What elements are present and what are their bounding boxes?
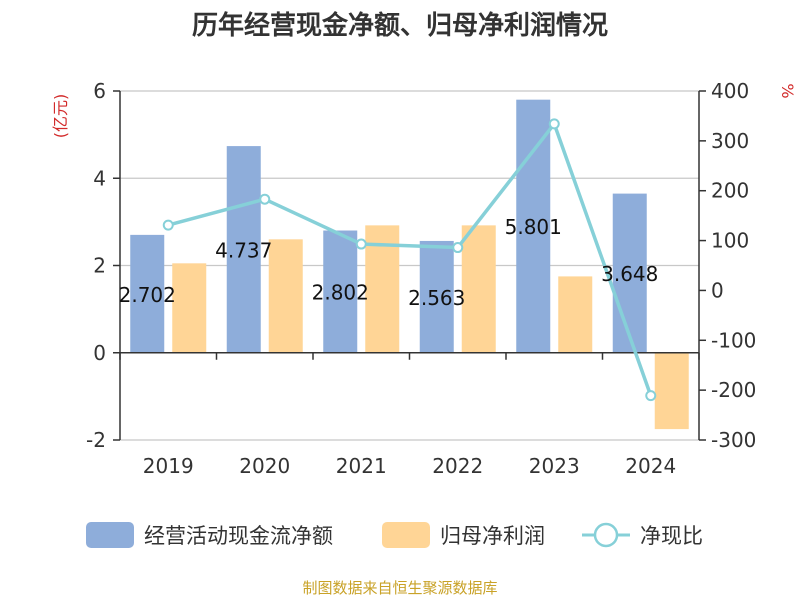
right-tick-label: -100 xyxy=(711,328,756,352)
x-tick-label: 2019 xyxy=(143,454,194,478)
grid xyxy=(120,90,699,441)
legend-swatch-ratio-marker xyxy=(593,522,619,548)
ratio-line-path xyxy=(167,122,653,397)
source-note: 制图数据来自恒生聚源数据库 xyxy=(302,579,497,597)
axes: 6 4 2 0 -2 400 300 200 100 0 -100 -200 -300 2019 2020 2… xyxy=(86,79,756,478)
x-tick-label: 2022 xyxy=(432,454,483,478)
data-label: 2.563 xyxy=(408,286,465,310)
ratio-point xyxy=(452,242,464,254)
data-label: 4.737 xyxy=(215,238,272,262)
netprofit-bar xyxy=(461,225,496,353)
left-axis-unit: (亿元) xyxy=(51,94,70,139)
legend-swatch-netprofit xyxy=(382,522,430,548)
cashflow-bar xyxy=(226,146,261,353)
netprofit-bar xyxy=(172,263,207,353)
x-tick-label: 2024 xyxy=(625,454,676,478)
ratio-point xyxy=(645,390,657,402)
legend: 经营活动现金流净额 归母净利润 净现比 xyxy=(86,522,703,548)
right-tick-label: 200 xyxy=(711,179,749,203)
right-axis-unit: % xyxy=(778,83,797,98)
right-tick-label: 300 xyxy=(711,129,749,153)
cashflow-bar xyxy=(419,240,454,353)
data-label: 3.648 xyxy=(601,262,658,286)
data-labels: 2.702 4.737 2.802 2.563 5.801 3.648 xyxy=(119,215,659,310)
cashflow-bar xyxy=(130,234,165,353)
right-tick-label: 400 xyxy=(711,79,749,103)
right-tick-label: 100 xyxy=(711,229,749,253)
netprofit-bar xyxy=(654,352,689,430)
ratio-point xyxy=(259,193,271,205)
cashflow-bar xyxy=(323,230,358,353)
data-label: 2.802 xyxy=(312,281,369,305)
x-tick-label: 2020 xyxy=(239,454,290,478)
legend-swatch-cashflow xyxy=(86,522,134,548)
cashflow-bar xyxy=(612,193,647,353)
cashflow-bar xyxy=(516,99,551,353)
chart-title: 历年经营现金净额、归母净利润情况 xyxy=(192,10,608,41)
ratio-line xyxy=(162,118,657,402)
legend-label: 净现比 xyxy=(640,524,703,548)
left-tick-label: 0 xyxy=(93,341,106,365)
data-label: 2.702 xyxy=(119,283,176,307)
netprofit-bar xyxy=(558,276,593,353)
x-tick-label: 2023 xyxy=(529,454,580,478)
left-tick-label: 4 xyxy=(93,166,106,190)
data-label: 5.801 xyxy=(505,215,562,239)
left-tick-label: 6 xyxy=(93,79,106,103)
netprofit-bar xyxy=(268,239,303,353)
ratio-point xyxy=(548,118,560,130)
left-tick-label: 2 xyxy=(93,254,106,278)
legend-label: 归母净利润 xyxy=(440,524,545,548)
ratio-point xyxy=(355,238,367,250)
x-tick-label: 2021 xyxy=(336,454,387,478)
left-tick-label: -2 xyxy=(86,428,106,452)
legend-label: 经营活动现金流净额 xyxy=(144,524,333,548)
right-tick-label: -300 xyxy=(711,428,756,452)
right-tick-label: 0 xyxy=(711,278,724,302)
bars xyxy=(130,99,689,430)
right-tick-label: -200 xyxy=(711,378,756,402)
ratio-point xyxy=(162,219,174,231)
